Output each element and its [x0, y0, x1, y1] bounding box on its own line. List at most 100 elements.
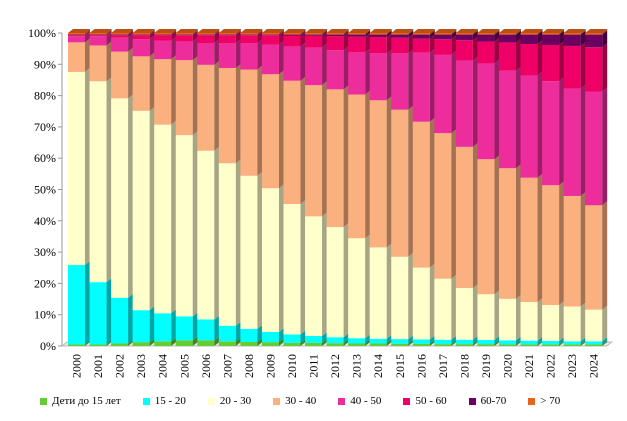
bar-segment — [391, 339, 409, 344]
bar-segment-side — [235, 159, 241, 326]
x-tick-label: 2020 — [501, 354, 515, 378]
bar-segment — [434, 344, 452, 346]
x-tick-label: 2018 — [457, 354, 471, 378]
bar-segment — [154, 35, 172, 41]
bar-segment — [477, 344, 495, 346]
bar-segment — [240, 69, 258, 176]
bar-segment-side — [602, 43, 608, 92]
bar-segment — [520, 340, 538, 345]
bar-segment — [348, 36, 366, 53]
bar-segment-side — [408, 29, 414, 35]
bar-segment — [369, 343, 387, 346]
x-tick-label: 2024 — [587, 354, 601, 378]
bar-segment-side — [537, 30, 543, 45]
legend-label: Дети до 15 лет — [52, 395, 121, 407]
bar-segment-side — [451, 50, 457, 134]
bar-segment-side — [322, 43, 328, 86]
bar-segment-side — [278, 338, 284, 346]
bar-segment-side — [149, 30, 155, 36]
bar-segment — [283, 204, 301, 335]
bar-segment — [520, 177, 538, 302]
bar-segment-side — [235, 30, 241, 36]
bar-segment-side — [235, 63, 241, 164]
bar-segment-side — [300, 30, 306, 36]
bar-segment-side — [106, 340, 112, 346]
bar-segment — [412, 34, 430, 39]
bar-segment — [197, 64, 215, 151]
bar-segment-side — [192, 336, 198, 346]
bar-segment-side — [214, 30, 220, 36]
bar-segment-side — [494, 59, 500, 160]
bar-segment-side — [429, 34, 435, 53]
legend-item: 60-70 — [468, 395, 506, 407]
bar-segment — [455, 146, 473, 288]
bar-segment — [218, 34, 236, 36]
bar-segment-side — [429, 263, 435, 340]
bar-segment-side — [451, 35, 457, 55]
bar-segment — [348, 338, 366, 344]
bar-segment-side — [128, 33, 134, 52]
bar-segment — [132, 56, 150, 111]
bar-segment — [240, 341, 258, 346]
bar-segment-side — [559, 29, 565, 35]
bar-top — [132, 29, 155, 33]
bar-segment-side — [300, 330, 306, 343]
x-tick-label: 2012 — [328, 354, 342, 378]
bar-segment — [175, 135, 193, 317]
bar-segment — [89, 81, 107, 283]
bar-segment — [326, 337, 344, 344]
x-tick-label: 2017 — [436, 354, 450, 378]
bar-segment — [563, 195, 581, 307]
bar-segment-side — [494, 29, 500, 35]
legend-label: 50 - 60 — [415, 395, 447, 407]
bar-segment-side — [472, 36, 478, 61]
y-tick-label: 30% — [34, 245, 56, 259]
legend-label: 40 - 50 — [350, 395, 382, 407]
bar-segment — [175, 35, 193, 42]
bar-segment — [434, 339, 452, 345]
bar-segment-side — [192, 56, 198, 136]
x-tick-label: 2011 — [307, 354, 321, 378]
bar-segment — [240, 328, 258, 342]
y-tick-label: 70% — [34, 120, 56, 134]
bar-segment — [240, 42, 258, 70]
bar-segment-side — [451, 29, 457, 35]
bar-segment-side — [537, 297, 543, 341]
bar-segment — [283, 35, 301, 47]
bar-segment — [563, 34, 581, 46]
bar-segment — [391, 37, 409, 54]
bar-top — [111, 29, 134, 33]
bar-segment — [197, 34, 215, 36]
bar-segment-side — [257, 171, 263, 329]
bar-segment — [283, 46, 301, 81]
bar-segment — [348, 34, 366, 37]
bar-segment-side — [214, 60, 220, 151]
y-tick-label: 90% — [34, 57, 56, 71]
bar-segment — [197, 340, 215, 346]
bar-segment-side — [365, 30, 371, 37]
bar-segment — [283, 334, 301, 343]
bar-segment-side — [343, 339, 349, 346]
x-tick-label: 2013 — [350, 354, 364, 378]
bar-segment — [154, 124, 172, 314]
bar-segment-side — [106, 31, 112, 37]
bar-segment — [434, 54, 452, 134]
bar-segment-side — [451, 30, 457, 40]
legend-label: 20 - 30 — [219, 395, 252, 407]
bar-segment — [348, 94, 366, 239]
y-tick-label: 60% — [34, 151, 56, 165]
bar-segment — [111, 297, 129, 344]
bar-segment — [542, 340, 560, 345]
bar-segment — [218, 341, 236, 346]
bar-top — [391, 29, 414, 33]
bar-segment — [132, 310, 150, 343]
bar-segment — [89, 282, 107, 345]
bar-segment-side — [257, 31, 263, 43]
bar-segment-side — [192, 37, 198, 61]
bar-segment — [305, 342, 323, 346]
bar-segment — [412, 121, 430, 268]
bar-segment — [154, 40, 172, 60]
y-tick-label: 80% — [34, 89, 56, 103]
bar-top — [89, 29, 112, 33]
bar-segment-side — [602, 201, 608, 310]
